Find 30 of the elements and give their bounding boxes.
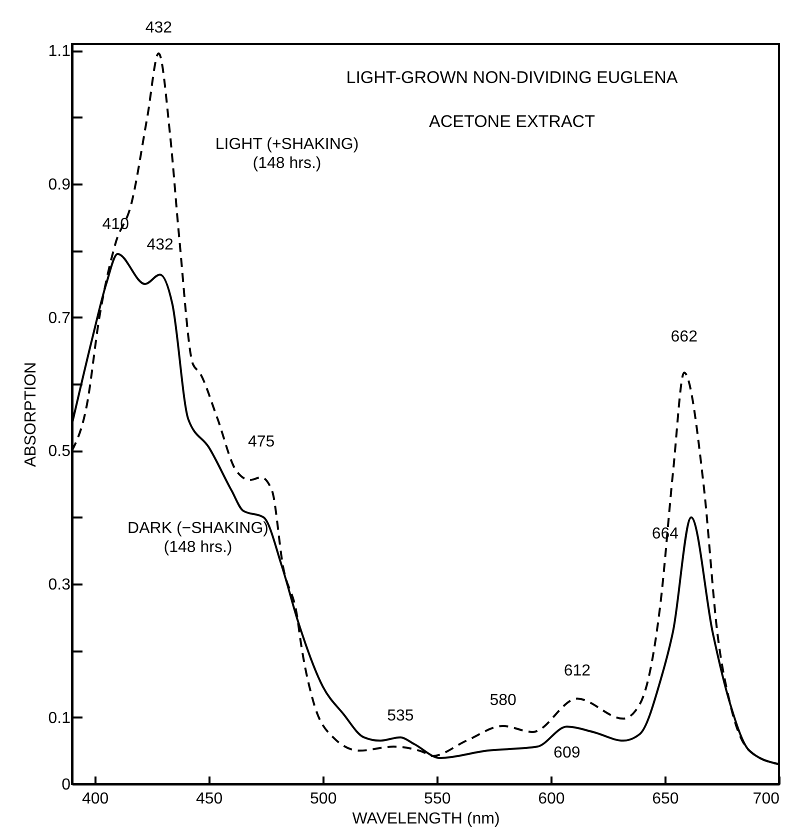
x-tick-label: 650 <box>652 790 679 808</box>
annotation: 609 <box>554 744 580 762</box>
y-tick-label: 0.5 <box>48 443 71 460</box>
text: ACETONE EXTRACT <box>429 112 595 131</box>
annotation: 410 <box>102 216 130 233</box>
annotation: 475 <box>248 433 275 450</box>
text: LIGHT-GROWN NON-DIVIDING EUGLENA <box>346 68 678 87</box>
annotation: 535 <box>387 707 414 724</box>
annotation: 580 <box>490 692 516 709</box>
x-tick-label: 500 <box>310 790 337 808</box>
annotation: 432 <box>146 236 174 254</box>
y-tick-label: 0.3 <box>48 576 71 594</box>
y-tick-label: 0.7 <box>48 310 71 327</box>
annotation: 664 <box>652 525 679 542</box>
series-label: DARK (−SHAKING) (148 hrs.) <box>128 520 268 556</box>
y-tick-label: 0.9 <box>48 176 71 194</box>
annotation: 662 <box>670 328 698 346</box>
text: LIGHT (+SHAKING) (148 hrs.) <box>215 136 359 172</box>
annotation: 612 <box>564 662 591 680</box>
y-axis-title: ABSORPTION <box>22 362 40 467</box>
x-axis-title: WAVELENGTH (nm) <box>352 810 500 828</box>
x-tick-label: 700 <box>752 790 780 808</box>
y-tick-label: 1.1 <box>48 43 71 60</box>
y-tick-label: 0 <box>62 776 71 794</box>
y-tick-label: 0.1 <box>48 710 71 727</box>
x-tick-label: 450 <box>196 790 223 808</box>
x-tick-label: 400 <box>82 790 109 808</box>
annotation: 432 <box>145 19 172 36</box>
x-tick-label: 600 <box>538 790 565 808</box>
x-tick-label: 550 <box>424 790 451 808</box>
